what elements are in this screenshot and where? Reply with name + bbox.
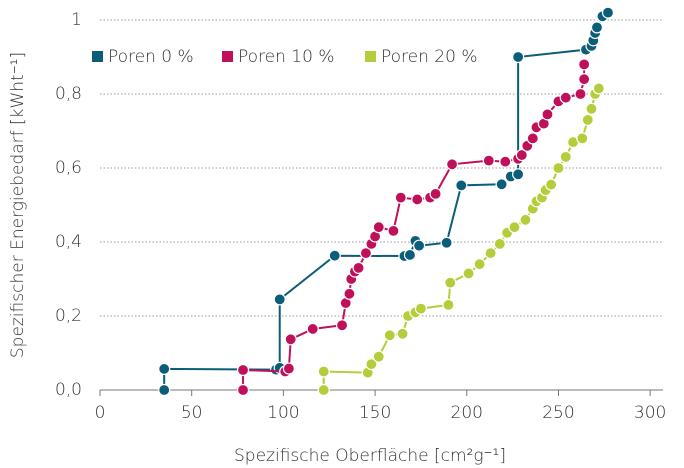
data-point [394, 191, 407, 204]
x-tick-label: 0 [95, 403, 106, 423]
data-point [335, 319, 349, 332]
data-point [576, 132, 589, 145]
data-point [495, 178, 508, 191]
data-point [372, 221, 385, 234]
data-point [343, 287, 356, 300]
data-point [284, 333, 297, 346]
data-point [442, 298, 455, 311]
data-point [519, 213, 532, 226]
data-point [484, 247, 497, 260]
data-point [493, 237, 506, 250]
data-point [158, 383, 171, 397]
data-point [411, 193, 424, 206]
data-point [236, 363, 250, 377]
data-point [412, 239, 426, 252]
y-tick-label: 0,4 [55, 232, 82, 252]
data-point [462, 267, 475, 280]
data-point [317, 383, 330, 397]
data-point [282, 362, 295, 375]
x-tick-label: 300 [634, 403, 666, 423]
data-point [592, 82, 605, 95]
data-point [499, 155, 512, 168]
data-point [365, 358, 378, 371]
data-point [446, 158, 459, 171]
y-tick-label: 0,8 [55, 84, 82, 104]
x-tick-label: 50 [181, 403, 203, 423]
data-point [552, 161, 565, 175]
data-point [512, 50, 525, 64]
data-point [387, 224, 400, 237]
data-point [317, 365, 330, 378]
data-point [526, 132, 539, 145]
data-point [455, 179, 468, 192]
data-point [559, 150, 572, 163]
legend-swatch [222, 51, 233, 62]
x-axis-label: Spezifische Oberfläche [cm²g⁻¹] [234, 446, 506, 466]
x-tick-label: 100 [267, 403, 299, 423]
data-point [574, 87, 587, 101]
data-point [383, 329, 396, 342]
x-tick-label: 250 [542, 403, 574, 423]
data-point [328, 249, 341, 262]
data-point [273, 293, 286, 306]
data-point [581, 113, 594, 127]
legend-label: Poren 0 % [108, 47, 194, 67]
data-point [590, 21, 604, 34]
data-point [444, 276, 457, 289]
data-point [559, 91, 572, 104]
x-tick-label: 150 [359, 403, 391, 423]
data-point [429, 187, 442, 200]
data-point [403, 248, 417, 262]
data-point [306, 322, 319, 336]
data-point [396, 327, 409, 340]
data-point [359, 247, 373, 260]
legend-swatch [365, 51, 376, 62]
data-point [541, 108, 554, 121]
series-line [322, 87, 600, 390]
data-point [236, 383, 250, 397]
legend-label: Poren 20 % [381, 47, 478, 67]
y-tick-label: 0,6 [55, 158, 82, 178]
data-point [414, 302, 428, 315]
y-tick-label: 1 [71, 10, 82, 30]
data-point [440, 236, 453, 249]
legend-label: Poren 10 % [238, 47, 335, 67]
data-point [578, 73, 591, 86]
y-tick-label: 0,2 [55, 306, 82, 326]
x-tick-label: 200 [451, 403, 483, 423]
data-point [482, 154, 495, 167]
data-point [473, 258, 486, 271]
data-point [545, 178, 558, 191]
data-point [352, 261, 365, 274]
data-point [601, 6, 615, 19]
data-point [508, 221, 521, 234]
data-point [158, 362, 171, 376]
data-point [512, 168, 525, 181]
y-tick-label: 0,0 [55, 380, 82, 400]
y-axis-label: Spezifischer Energiebedarf [kWht⁻¹] [8, 52, 28, 358]
legend-swatch [92, 51, 103, 62]
data-point [578, 58, 591, 71]
data-point [372, 350, 385, 363]
data-point [515, 148, 528, 162]
data-point [585, 102, 598, 115]
